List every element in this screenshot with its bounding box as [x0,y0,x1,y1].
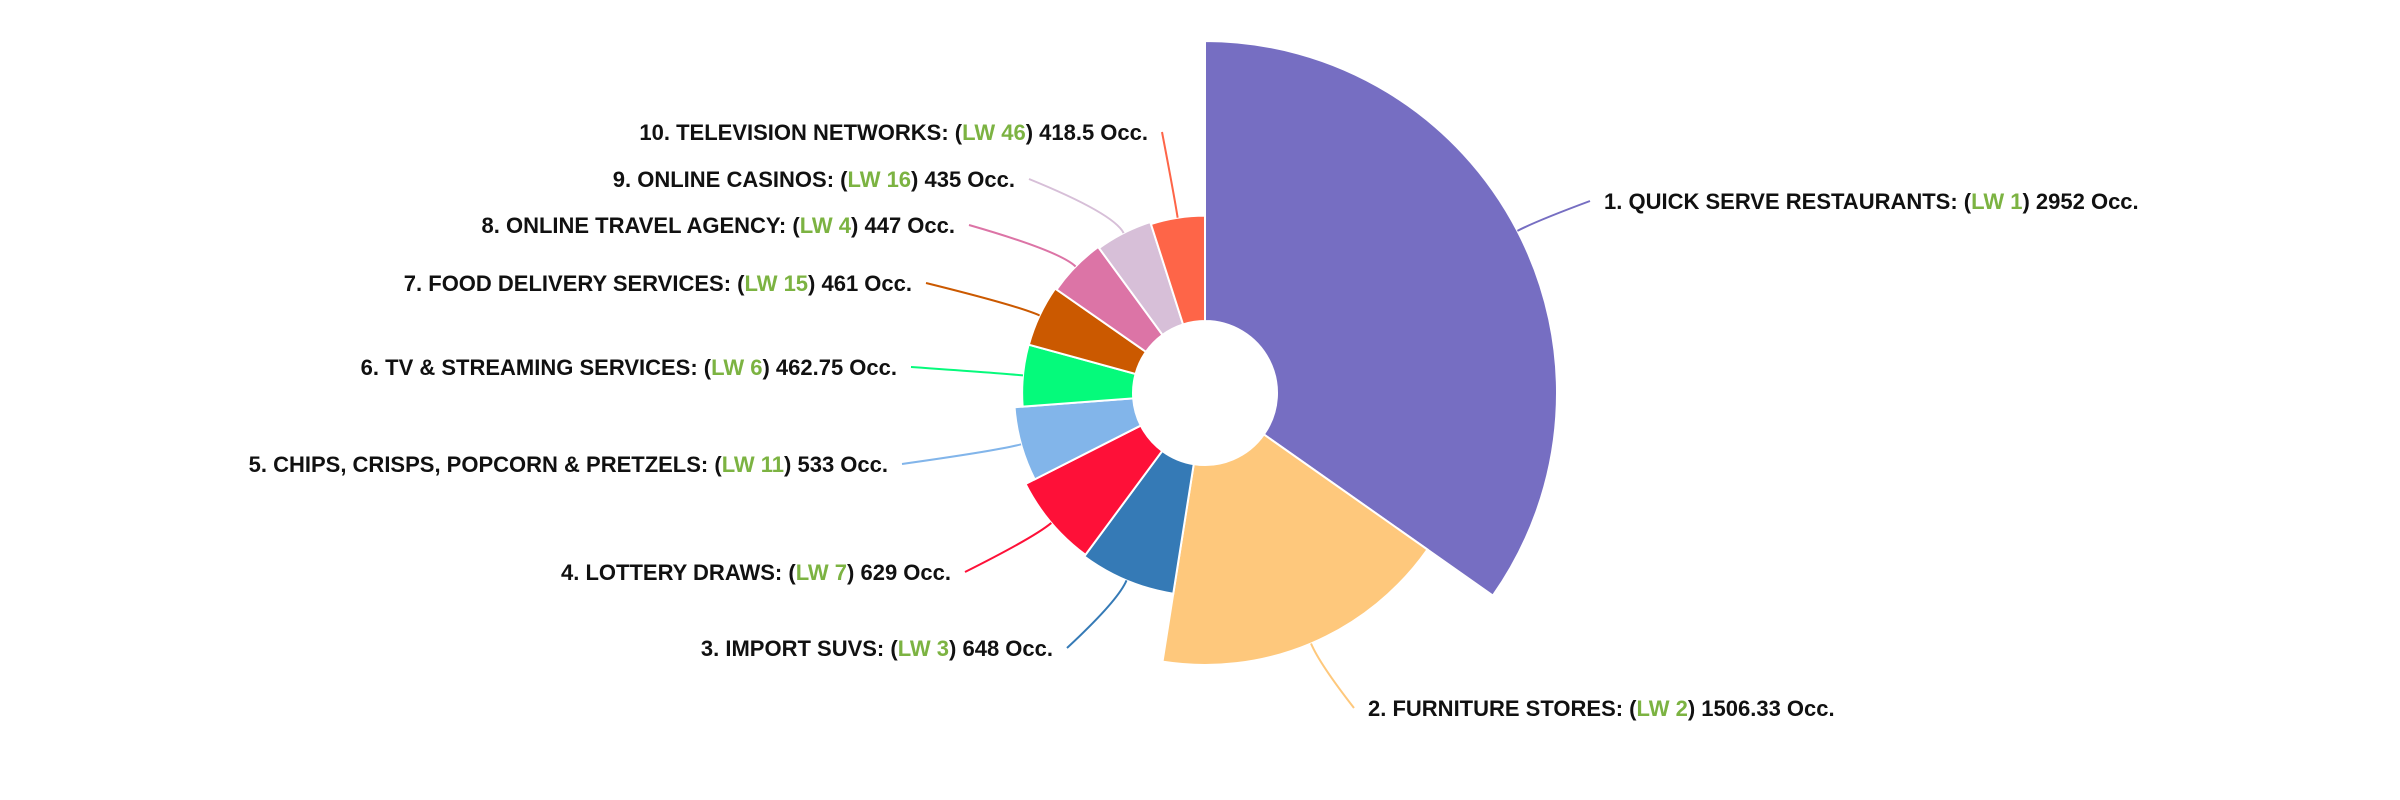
slice-lw: LW 2 [1637,696,1688,721]
slice-4[interactable] [1024,424,1164,557]
slice-name: TELEVISION NETWORKS: ( [676,120,963,145]
slice-label-8: 8. ONLINE TRAVEL AGENCY: (LW 4) 447 Occ. [481,213,955,238]
slice-rank: 10. [639,120,676,145]
slice-lw: LW 1 [1971,189,2022,214]
leader-lines-layer [901,131,1591,709]
slice-value-label: ) 2952 Occ. [2022,189,2138,214]
slice-label-4: 4. LOTTERY DRAWS: (LW 7) 629 Occ. [561,560,951,585]
leader-line-10 [1161,131,1179,218]
leader-line-1 [1516,200,1591,232]
slice-10[interactable] [1149,214,1206,326]
slice-lw: LW 16 [847,167,911,192]
slice-1[interactable] [1204,39,1558,597]
slice-value-label: ) 435 Occ. [911,167,1015,192]
slice-name: CHIPS, CRISPS, POPCORN & PRETZELS: ( [273,452,722,477]
slice-7[interactable] [1027,287,1148,376]
slice-value-label: ) 1506.33 Occ. [1688,696,1835,721]
slice-lw: LW 7 [796,560,847,585]
slice-2[interactable] [1161,433,1429,666]
slice-5[interactable] [1013,397,1143,481]
slice-value-label: ) 533 Occ. [784,452,888,477]
leader-line-7 [925,282,1041,317]
slice-rank: 8. [481,213,505,238]
slice-value-label: ) 629 Occ. [847,560,951,585]
leader-line-8 [968,224,1077,268]
leader-line-5 [901,443,1022,465]
slice-name: FOOD DELIVERY SERVICES: ( [428,271,745,296]
slice-name: LOTTERY DRAWS: ( [585,560,796,585]
leader-line-4 [964,522,1052,573]
slice-value-label: ) 461 Occ. [808,271,912,296]
slice-label-10: 10. TELEVISION NETWORKS: (LW 46) 418.5 O… [639,120,1148,145]
leader-line-3 [1066,580,1128,649]
slice-3[interactable] [1082,449,1195,595]
slice-rank: 4. [561,560,585,585]
slice-value-label: ) 462.75 Occ. [762,355,897,380]
slice-rank: 3. [701,636,725,661]
slice-label-5: 5. CHIPS, CRISPS, POPCORN & PRETZELS: (L… [249,452,888,477]
slice-rank: 6. [361,355,385,380]
slice-name: IMPORT SUVS: ( [725,636,898,661]
leader-line-2 [1310,643,1355,709]
slice-rank: 9. [613,167,637,192]
slice-lw: LW 6 [711,355,762,380]
slice-label-6: 6. TV & STREAMING SERVICES: (LW 6) 462.7… [361,355,897,380]
slice-lw: LW 4 [800,213,852,238]
slice-9[interactable] [1097,220,1185,337]
slice-lw: LW 3 [898,636,949,661]
leader-line-6 [910,366,1024,377]
slice-name: FURNITURE STORES: ( [1392,696,1637,721]
slice-lw: LW 11 [722,452,784,477]
slice-label-3: 3. IMPORT SUVS: (LW 3) 648 Occ. [701,636,1053,661]
labels-layer: 1. QUICK SERVE RESTAURANTS: (LW 1) 2952 … [249,120,2139,721]
slice-name: QUICK SERVE RESTAURANTS: ( [1628,189,1971,214]
slice-lw: LW 46 [962,120,1026,145]
slice-name: ONLINE TRAVEL AGENCY: ( [506,213,800,238]
slice-value-label: ) 648 Occ. [949,636,1053,661]
slice-label-9: 9. ONLINE CASINOS: (LW 16) 435 Occ. [613,167,1015,192]
slice-name: ONLINE CASINOS: ( [637,167,848,192]
slice-value-label: ) 418.5 Occ. [1026,120,1148,145]
slice-rank: 1. [1604,189,1628,214]
slice-name: TV & STREAMING SERVICES: ( [385,355,712,380]
slice-rank: 2. [1368,696,1392,721]
slice-rank: 7. [404,271,428,296]
slice-label-2: 2. FURNITURE STORES: (LW 2) 1506.33 Occ. [1368,696,1835,721]
slice-lw: LW 15 [744,271,808,296]
leader-line-9 [1028,178,1125,234]
slice-label-7: 7. FOOD DELIVERY SERVICES: (LW 15) 461 O… [404,271,912,296]
slice-label-1: 1. QUICK SERVE RESTAURANTS: (LW 1) 2952 … [1604,189,2139,214]
slice-8[interactable] [1055,245,1164,354]
slice-rank: 5. [249,452,273,477]
slices-layer [1013,39,1558,666]
slice-value-label: ) 447 Occ. [851,213,955,238]
